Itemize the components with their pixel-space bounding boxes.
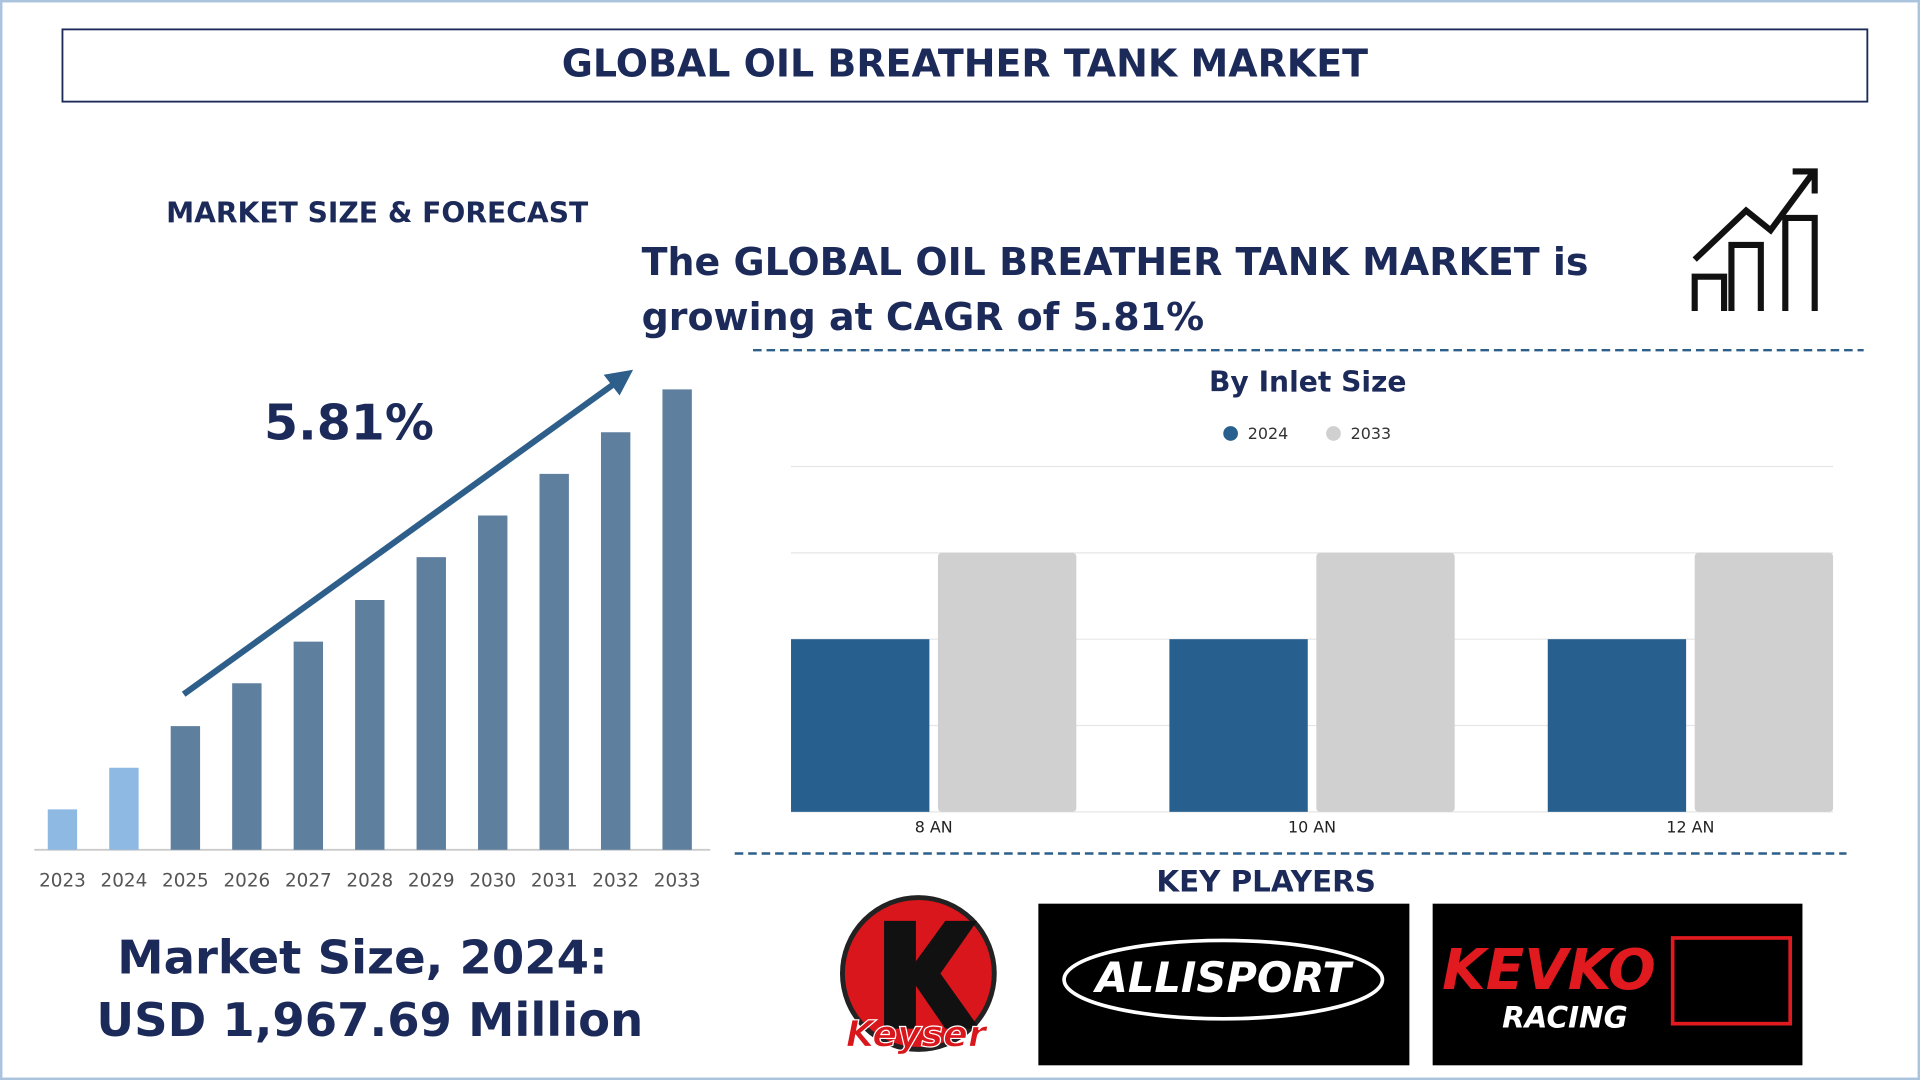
bar [662,389,692,850]
x-tick-label: 2026 [223,871,270,892]
x-tick-label: 2023 [39,871,86,892]
bar [355,600,385,850]
x-tick-label: 12 AN [1666,817,1714,836]
logo-allisport: ALLISPORT [1038,903,1410,1066]
bar [47,809,78,850]
x-tick-label: 2027 [285,871,332,892]
x-tick-label: 2031 [531,871,578,892]
bar [1694,552,1834,812]
bar [416,557,446,850]
legend-marker [1326,426,1341,441]
bar [539,473,569,850]
chart-title: By Inlet Size [1209,365,1407,398]
x-tick-label: 2033 [654,871,701,892]
bar [1169,639,1308,812]
page-title: GLOBAL OIL BREATHER TANK MARKET [562,42,1368,86]
logo-text: RACING [1502,1000,1628,1034]
x-tick-label: 2030 [469,871,516,892]
legend-label: 2024 [1248,424,1288,443]
bar [937,552,1077,812]
logo-text: ALLISPORT [1093,953,1355,1002]
trend-arrow [181,369,634,697]
market-size: Market Size, 2024: [117,931,607,985]
legend-label: 2033 [1351,424,1391,443]
key-players-title: KEY PLAYERS [1156,864,1376,898]
x-tick-label: 10 AN [1288,817,1336,836]
section-title: MARKET SIZE & FORECAST [166,196,589,229]
x-tick-label: 2032 [592,871,639,892]
bar [600,432,631,850]
bar [109,767,139,850]
market-size: USD 1,967.69 Million [96,993,643,1047]
x-tick-label: 2028 [346,871,393,892]
bar [170,726,201,850]
bar [1547,639,1687,812]
logo-text: Keyser [846,1012,989,1055]
x-tick-label: 8 AN [915,817,953,836]
legend-marker [1223,426,1238,441]
cagr-annotation: 5.81% [264,395,434,452]
logo-kevko: KEVKO RACING [1432,903,1803,1066]
headline: The GLOBAL OIL BREATHER TANK MARKET is [642,240,1589,284]
x-tick-label: 2024 [101,871,148,892]
bar [478,515,508,850]
bar [791,639,930,812]
bar [232,683,262,850]
headline: growing at CAGR of 5.81% [642,295,1204,339]
growth-icon [1691,168,1818,312]
logo-text: KEVKO [1442,938,1656,1003]
bar [1316,552,1455,812]
x-tick-label: 2029 [408,871,455,892]
x-tick-label: 2025 [162,871,209,892]
title-box [61,28,1869,103]
logo-keyser: Keyser [840,895,997,1056]
bar [293,641,324,850]
